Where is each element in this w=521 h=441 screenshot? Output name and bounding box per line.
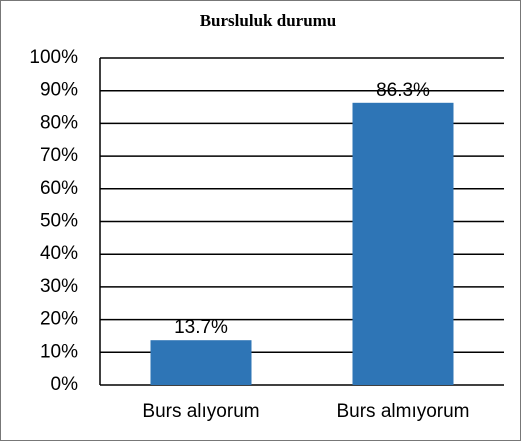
x-tick-label: Burs alıyorum xyxy=(142,401,259,422)
y-tick-label: 40% xyxy=(40,243,78,264)
y-tick-label: 80% xyxy=(40,112,78,133)
y-tick-label: 90% xyxy=(40,80,78,101)
y-tick-label: 0% xyxy=(51,374,79,395)
y-tick-label: 30% xyxy=(40,276,78,297)
y-tick-label: 60% xyxy=(40,178,78,199)
y-tick-label: 100% xyxy=(29,47,78,68)
y-tick-label: 20% xyxy=(40,309,78,330)
y-tick-label: 50% xyxy=(40,211,78,232)
x-tick-label: Burs almıyorum xyxy=(336,401,469,422)
bar xyxy=(352,102,454,385)
y-tick-label: 10% xyxy=(40,341,78,362)
bar xyxy=(150,340,252,385)
data-label: 13.7% xyxy=(174,317,228,338)
y-tick-label: 70% xyxy=(40,145,78,166)
chart-title: Bursluluk durumu xyxy=(200,11,337,30)
data-label: 86.3% xyxy=(376,80,430,101)
